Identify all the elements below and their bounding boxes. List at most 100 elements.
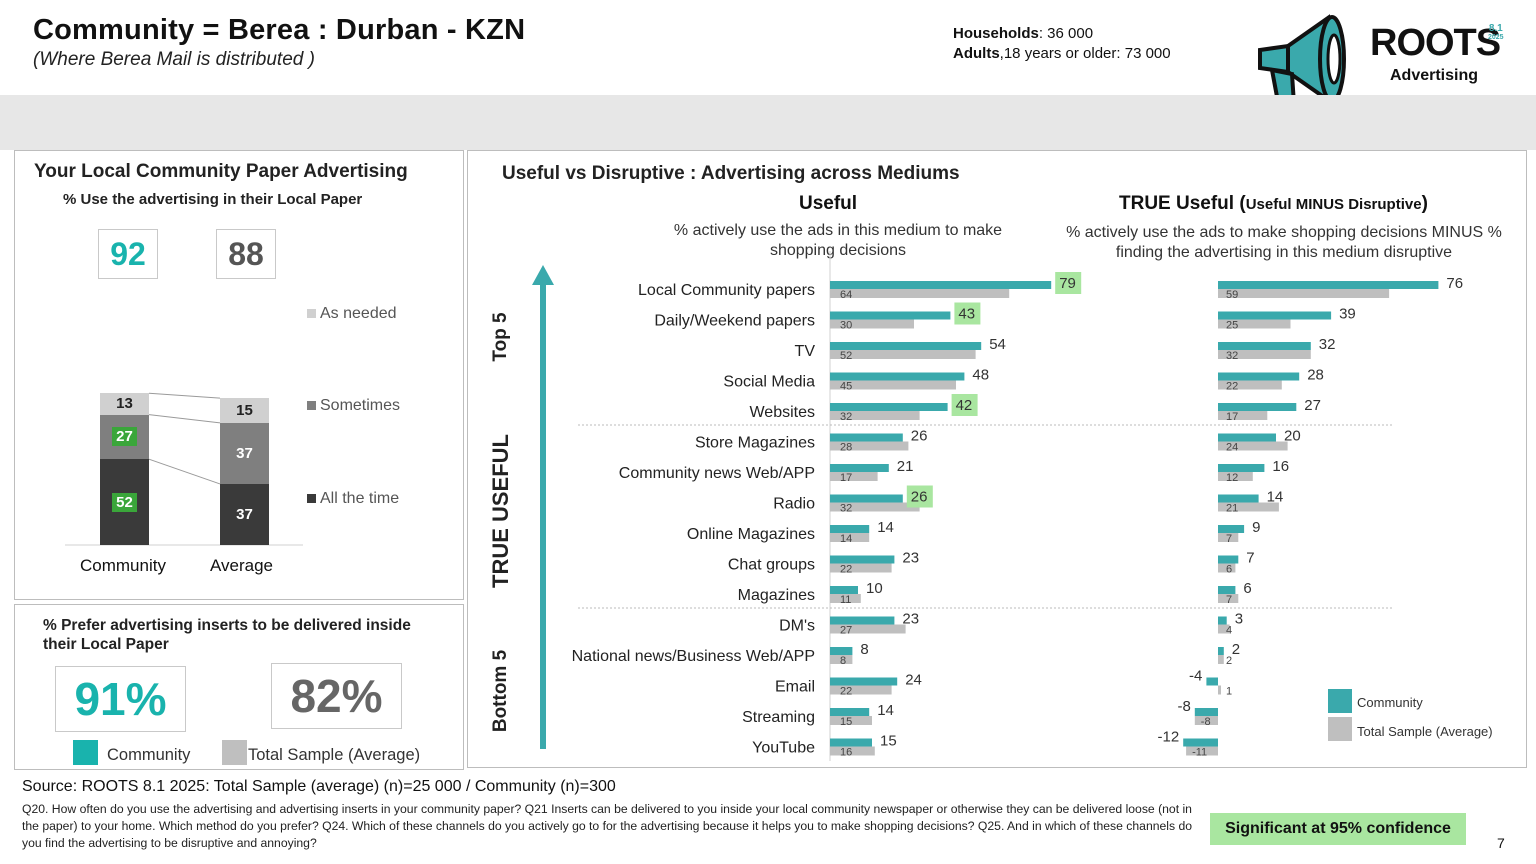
true-bar-average [1218,380,1282,390]
useful-community-label: 43 [958,306,975,323]
useful-bar-average [830,624,906,634]
true-community-label: 2 [1232,641,1240,658]
true-community-label: 28 [1307,367,1324,384]
stack-value-label: 37 [236,444,253,462]
medium-label: Store Magazines [695,435,815,452]
households-label: Households [953,25,1039,42]
useful-community-label: 14 [877,519,894,536]
useful-community-label: 24 [905,672,922,689]
stack-value-label: 15 [236,402,253,420]
true-community-label: 9 [1252,519,1260,536]
medium-label: Radio [773,496,815,513]
legend-label: Sometimes [320,397,401,414]
useful-bar-average [830,533,870,542]
medium-label: TV [795,343,816,360]
legend-swatch [307,401,316,410]
side-label-true-useful: TRUE USEFUL [488,434,513,588]
stack-value-label: 52 [112,492,137,512]
true-community-label: 14 [1267,489,1284,506]
medium-label: Websites [749,404,815,421]
useful-average-label: 64 [840,289,852,301]
useful-bar-community [830,311,951,320]
community-total: 92 [98,229,158,279]
useful-bar-community [830,372,965,381]
header-band [0,95,1536,150]
useful-community-label: 79 [1059,275,1076,292]
true-bar-average [1218,319,1291,329]
stacked-connectors [65,392,303,546]
medium-label: Chat groups [728,557,815,574]
true-bar-community [1206,677,1218,686]
useful-average-label: 27 [840,625,852,637]
useful-community-label: 23 [902,611,919,628]
useful-bar-average [830,380,956,390]
useful-community-label: 23 [902,550,919,567]
useful-community-label: 48 [972,367,989,384]
legend-swatch-average [1328,717,1352,741]
true-community-label: -4 [1189,668,1202,685]
true-bar-average [1218,502,1279,512]
useful-bar-community [830,281,1052,289]
stack-value-label: 27 [112,427,137,447]
legend-sometimes: Sometimes [307,397,400,415]
true-average-label: 1 [1226,686,1232,698]
prefer-legend-average: Total Sample (Average) [248,746,421,764]
true-bar-average [1218,594,1239,603]
useful-bar-community [830,738,872,747]
question-notes: Q20. How often do you use the advertisin… [22,802,1193,850]
useful-community-label: 54 [989,336,1006,353]
true-bar-community [1218,281,1439,289]
medium-label: Streaming [742,709,815,726]
useful-community-label: 42 [956,397,973,414]
useful-bar-community [830,403,948,411]
true-community-label: 76 [1446,275,1463,292]
true-bar-community [1194,708,1218,716]
true-average-label: 21 [1226,503,1238,515]
legend-swatch-community [73,740,98,765]
true-average-label: 24 [1226,442,1238,454]
useful-average-label: 22 [840,686,852,698]
true-useful-heading-main: TRUE Useful ( [1119,193,1246,214]
legend-as-needed: As needed [307,305,397,323]
true-community-label: 16 [1272,458,1289,475]
useful-community-label: 8 [860,641,868,658]
useful-average-label: 45 [840,381,852,393]
local-paper-panel: Your Local Community Paper Advertising %… [14,150,464,600]
useful-bar-average [830,411,920,420]
legend-swatch-community [1328,689,1352,713]
true-average-label: 59 [1226,289,1238,301]
useful-heading: Useful [799,193,858,214]
medium-label: Local Community papers [638,282,815,299]
true-bar-average [1218,563,1236,573]
medium-label: YouTube [752,740,815,757]
useful-community-label: 14 [877,702,894,719]
true-community-label: -12 [1158,729,1180,746]
medium-label: Magazines [738,587,815,604]
true-average-label: 7 [1226,533,1232,545]
true-average-label: 2 [1226,655,1232,667]
true-average-label: 12 [1226,472,1238,484]
useful-bar-community [830,677,898,686]
legend-swatch-average [222,740,247,765]
legend-label: All the time [320,490,400,507]
useful-bar-community [830,464,889,472]
useful-average-label: 8 [840,655,846,667]
true-community-label: 32 [1319,336,1336,353]
useful-community-label: 26 [911,489,928,506]
true-useful-description: % actively use the ads to make shopping … [1066,224,1502,261]
prefer-panel: % Prefer advertising inserts to be deliv… [14,604,464,770]
useful-average-label: 30 [840,320,852,332]
useful-community-label: 15 [880,733,897,750]
local-paper-title: Your Local Community Paper Advertising [34,161,408,182]
true-average-label: 17 [1226,411,1238,423]
significance-legend: Significant at 95% confidence [1210,813,1466,845]
useful-community-label: 26 [911,428,928,445]
page-title: Community = Berea : Durban - KZN [33,14,526,46]
medium-label: Online Magazines [687,526,815,543]
useful-bar-community [830,433,903,442]
useful-bar-average [830,319,914,329]
true-bar-community [1218,372,1300,381]
useful-average-label: 28 [840,442,852,454]
legend-community: Community [1357,695,1423,710]
logo-text: ROOTS [1370,22,1501,64]
